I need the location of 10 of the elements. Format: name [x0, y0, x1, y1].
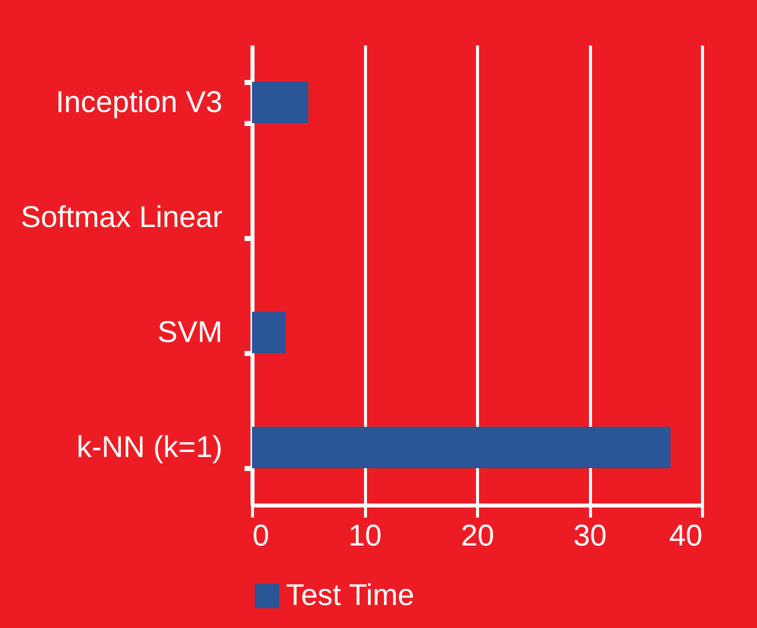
x-tick-label: 0 [252, 520, 270, 552]
x-tick-label: 20 [460, 520, 494, 552]
legend-label: Test Time [286, 579, 414, 612]
y-tick-label: Inception V3 [56, 86, 222, 119]
y-tick-label: k-NN (k=1) [76, 431, 222, 464]
x-tick-label: 10 [348, 520, 382, 552]
y-tick-label: Softmax Linear [20, 201, 222, 234]
x-tick-label: 40 [669, 520, 702, 552]
y-tick-label: SVM [157, 316, 222, 349]
x-tick-label: 30 [573, 520, 607, 552]
